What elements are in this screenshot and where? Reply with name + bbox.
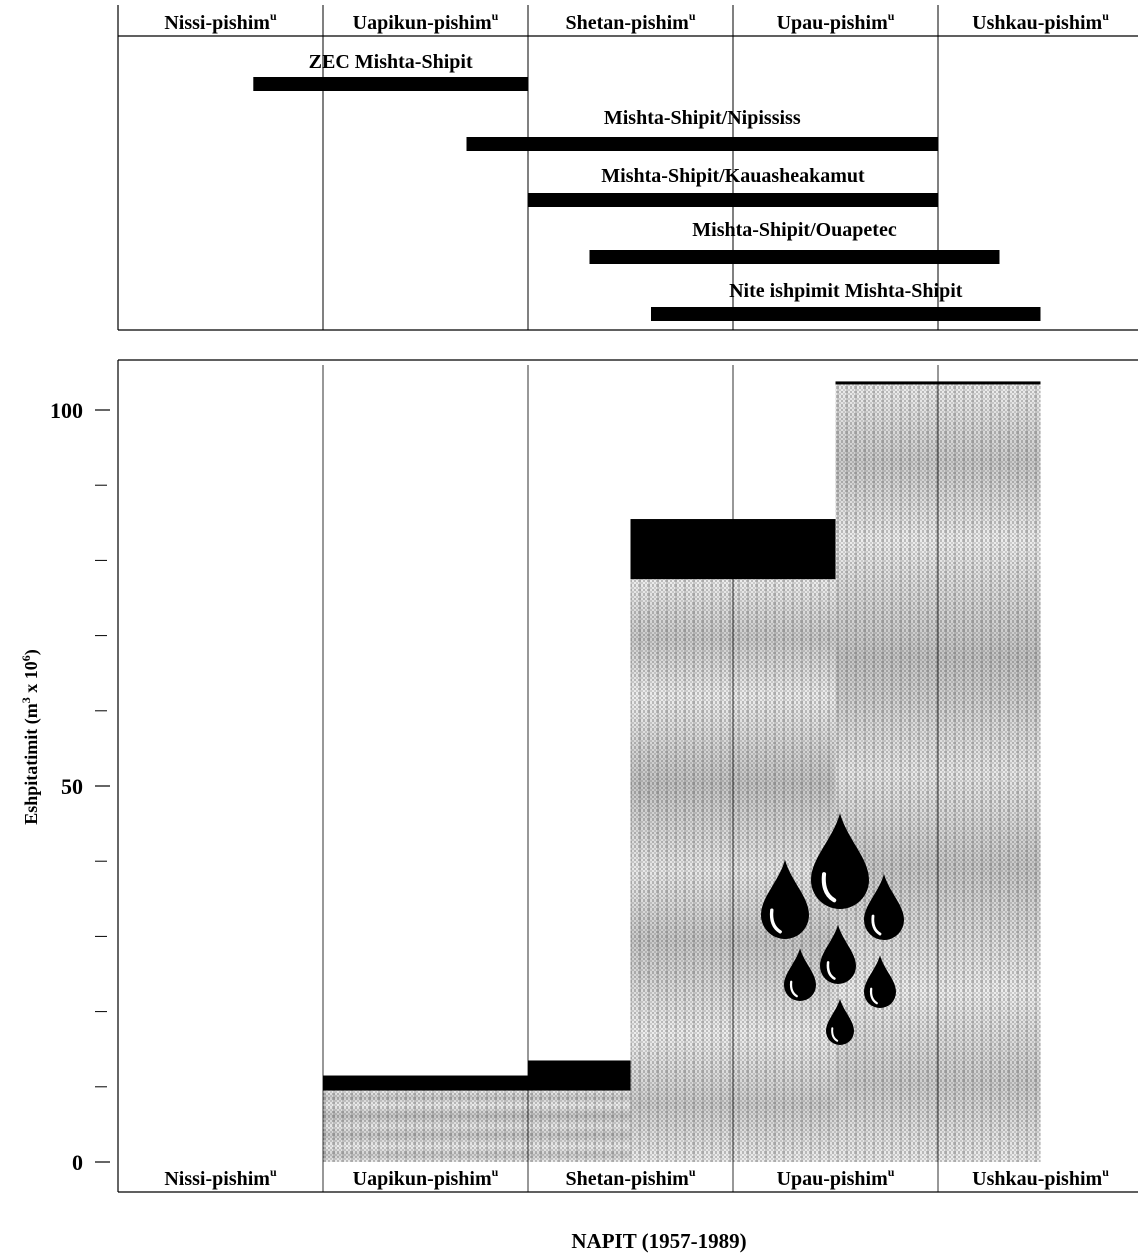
- timeline-panel: Nissi-pishimu Uapikun-pishimu Shetan-pishi…: [117, 5, 1138, 331]
- y-tick-label: 50: [61, 774, 83, 799]
- water-drop-highlight: [831, 1027, 839, 1042]
- x-category-label: Uapikun-pishimu: [353, 1165, 499, 1190]
- volume-chart-panel: 0 50 100 Nissi-pishimu Uapikun-pishimu Sheta…: [50, 359, 1138, 1193]
- y-axis-label: Eshpitatimit (m3 x 106): [19, 649, 42, 825]
- timeline-period-label: Uapikun-pishimu: [353, 9, 499, 34]
- step-bar-shade: [323, 1090, 528, 1162]
- project-label: Mishta-Shipit/Nipississ: [604, 107, 801, 129]
- project-bar: [589, 250, 1000, 264]
- x-category-label: Shetan-pishimu: [565, 1165, 695, 1190]
- step-bar-cap: [323, 1075, 528, 1091]
- x-category-label: Upau-pishimu: [777, 1165, 895, 1190]
- y-tick-label: 100: [50, 398, 83, 423]
- y-tick-label: 0: [72, 1150, 83, 1175]
- x-axis-label: NAPIT (1957-1989): [571, 1229, 746, 1253]
- project-label: Nite ishpimit Mishta-Shipit: [729, 280, 963, 302]
- water-drop-highlight: [789, 980, 798, 998]
- water-drop-highlight: [871, 914, 882, 936]
- project-label: ZEC Mishta-Shipit: [309, 51, 473, 73]
- timeline-period-label: Shetan-pishimu: [565, 9, 695, 34]
- project-bar: [253, 77, 529, 91]
- project-bar: [466, 137, 938, 151]
- x-category-label: Nissi-pishimu: [164, 1165, 277, 1190]
- project-label: Mishta-Shipit/Ouapetec: [692, 219, 897, 241]
- step-bar-shade: [528, 1090, 631, 1162]
- step-bar-cap: [528, 1060, 631, 1091]
- water-drop-highlight: [869, 987, 878, 1005]
- water-drop-highlight: [769, 908, 782, 934]
- timeline-period-label: Ushkau-pishimu: [972, 9, 1109, 34]
- timeline-period-label: Upau-pishimu: [777, 9, 895, 34]
- project-bar: [651, 307, 1041, 321]
- project-label: Mishta-Shipit/Kauasheakamut: [601, 165, 865, 187]
- water-drop-highlight: [826, 961, 836, 980]
- water-drop-highlight: [821, 872, 837, 903]
- timeline-period-label: Nissi-pishimu: [164, 9, 277, 34]
- project-bar: [528, 193, 938, 207]
- x-category-label: Ushkau-pishimu: [972, 1165, 1109, 1190]
- water-drops-illustration: [761, 813, 904, 1045]
